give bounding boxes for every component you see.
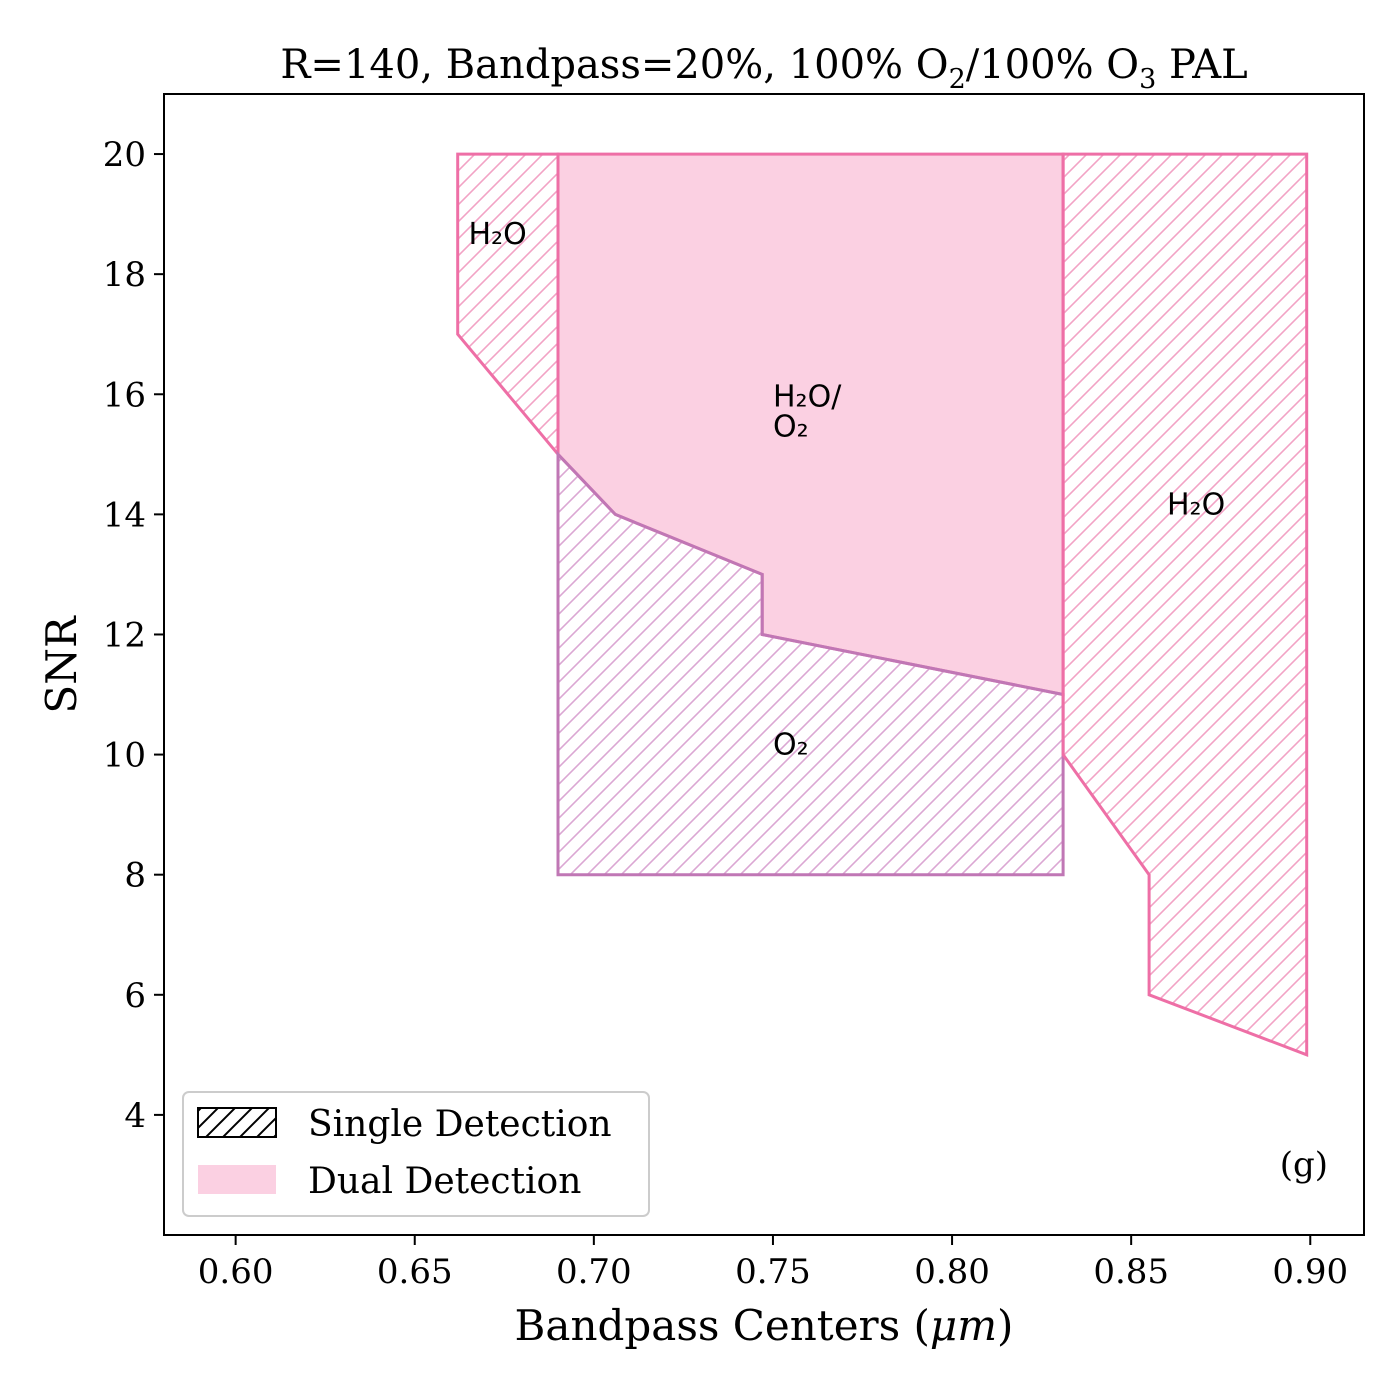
y-tick-label: 10	[103, 736, 146, 776]
x-tick-label: 0.60	[198, 1252, 274, 1292]
region-labels: H₂O H₂O/O₂ O₂ H₂O	[469, 217, 1226, 763]
legend-box	[182, 1091, 650, 1217]
x-axis: 0.60 0.65 0.70 0.75 0.80 0.85 0.90	[198, 1235, 1348, 1292]
x-tick-label: 0.90	[1272, 1252, 1348, 1292]
region-single-2	[556, 450, 1065, 877]
x-tick-label: 0.85	[1093, 1252, 1169, 1292]
x-tick-label: 0.70	[556, 1252, 632, 1292]
y-axis-label: SNR	[37, 615, 86, 714]
y-tick-label: 14	[103, 495, 146, 535]
y-tick-label: 6	[124, 976, 146, 1016]
y-tick-label: 12	[103, 615, 146, 655]
legend: Single Detection Dual Detection	[182, 1091, 650, 1217]
chart-title: R=140, Bandpass=20%, 100% O2/100% O3 PAL	[280, 42, 1247, 95]
x-tick-label: 0.80	[914, 1252, 990, 1292]
legend-label-single: Single Detection	[308, 1104, 612, 1145]
region-single-3	[1061, 152, 1309, 1057]
region-label-0: H₂O	[469, 217, 527, 252]
region-label-1: H₂O/O₂	[773, 379, 842, 444]
legend-label-dual: Dual Detection	[308, 1161, 581, 1202]
y-tick-label: 4	[124, 1096, 146, 1136]
y-tick-label: 20	[103, 135, 146, 175]
region-label-2: O₂	[773, 728, 809, 763]
plot-regions	[456, 152, 1309, 1057]
panel-label: (g)	[1280, 1145, 1328, 1185]
y-axis: 4 6 8 10 12 14 16 18 20	[103, 135, 164, 1136]
x-axis-label: Bandpass Centers (μm)	[515, 1301, 1014, 1350]
region-label-3: H₂O	[1167, 487, 1225, 522]
y-tick-label: 8	[124, 856, 146, 896]
y-tick-label: 18	[103, 255, 146, 295]
legend-swatch-single	[197, 1107, 277, 1138]
x-tick-label: 0.75	[735, 1252, 811, 1292]
x-tick-label: 0.65	[377, 1252, 453, 1292]
legend-swatch-dual	[198, 1165, 276, 1194]
region-single-0	[456, 152, 560, 459]
plot-frame	[163, 93, 1365, 1236]
y-tick-label: 16	[103, 375, 146, 415]
